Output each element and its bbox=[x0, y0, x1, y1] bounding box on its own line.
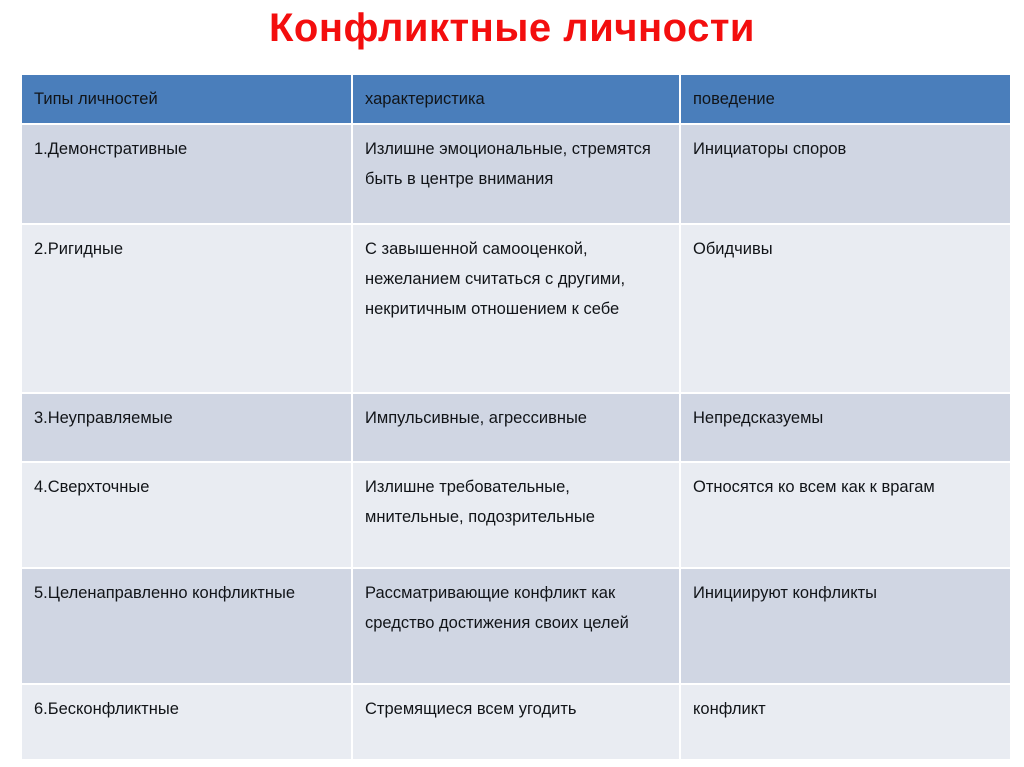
cell-behavior: конфликт bbox=[680, 684, 1010, 761]
column-header-types: Типы личностей bbox=[22, 75, 353, 125]
conflict-personalities-table-wrapper: Типы личностей характеристика поведение … bbox=[22, 75, 1010, 761]
cell-characteristic: Стремящиеся всем угодить bbox=[352, 684, 681, 761]
cell-text: 1.Демонстративные bbox=[34, 140, 188, 158]
cell-characteristic: Излишне эмоциональные, стремятся быть в … bbox=[352, 124, 681, 225]
cell-text: Инициаторы споров bbox=[693, 140, 847, 158]
cell-behavior: Инициаторы споров bbox=[680, 124, 1010, 225]
cell-text: Рассматривающие конфликт как средство до… bbox=[365, 584, 629, 632]
table-row: 1.Демонстративные Излишне эмоциональные,… bbox=[22, 124, 1010, 225]
cell-type: 4.Сверхточные bbox=[22, 462, 353, 569]
cell-text: Относятся ко всем как к врагам bbox=[693, 478, 935, 496]
cell-text: Стремящиеся всем угодить bbox=[365, 700, 577, 718]
cell-text: Излишне эмоциональные, стремятся быть в … bbox=[365, 140, 651, 188]
cell-behavior: Относятся ко всем как к врагам bbox=[680, 462, 1010, 569]
table-row: 4.Сверхточные Излишне требовательные, мн… bbox=[22, 462, 1010, 569]
cell-behavior: Обидчивы bbox=[680, 224, 1010, 394]
cell-text: Непредсказуемы bbox=[693, 409, 824, 427]
table-row: 6.Бесконфликтные Стремящиеся всем угодит… bbox=[22, 684, 1010, 761]
cell-type: 6.Бесконфликтные bbox=[22, 684, 353, 761]
cell-text: 3.Неуправляемые bbox=[34, 409, 173, 427]
cell-text: Инициируют конфликты bbox=[693, 584, 878, 602]
cell-text: С завышенной самооценкой, нежеланием счи… bbox=[365, 240, 626, 318]
cell-text: Импульсивные, агрессивные bbox=[365, 409, 587, 427]
table-row: 2.Ригидные С завышенной самооценкой, неж… bbox=[22, 224, 1010, 394]
cell-characteristic: Излишне требовательные, мнительные, подо… bbox=[352, 462, 681, 569]
table-row: 5.Целенаправленно конфликтные Рассматрив… bbox=[22, 568, 1010, 685]
cell-text: 4.Сверхточные bbox=[34, 478, 150, 496]
cell-text: 5.Целенаправленно конфликтные bbox=[34, 584, 296, 602]
page-title: Конфликтные личности bbox=[268, 6, 755, 50]
cell-text: Обидчивы bbox=[693, 240, 773, 258]
cell-text: Излишне требовательные, мнительные, подо… bbox=[365, 478, 595, 526]
cell-text: конфликт bbox=[693, 700, 766, 718]
cell-text: 2.Ригидные bbox=[34, 240, 123, 258]
table-header-row: Типы личностей характеристика поведение bbox=[22, 75, 1010, 125]
cell-characteristic: Импульсивные, агрессивные bbox=[352, 393, 681, 463]
cell-text: 6.Бесконфликтные bbox=[34, 700, 179, 718]
conflict-personalities-table: Типы личностей характеристика поведение … bbox=[22, 75, 1010, 761]
table-row: 3.Неуправляемые Импульсивные, агрессивны… bbox=[22, 393, 1010, 463]
cell-type: 3.Неуправляемые bbox=[22, 393, 353, 463]
cell-behavior: Непредсказуемы bbox=[680, 393, 1010, 463]
cell-characteristic: С завышенной самооценкой, нежеланием счи… bbox=[352, 224, 681, 394]
cell-type: 1.Демонстративные bbox=[22, 124, 353, 225]
column-header-characteristic: характеристика bbox=[352, 75, 681, 125]
column-header-behavior: поведение bbox=[680, 75, 1010, 125]
table-body: 1.Демонстративные Излишне эмоциональные,… bbox=[22, 124, 1010, 761]
table-header: Типы личностей характеристика поведение bbox=[22, 75, 1010, 125]
cell-characteristic: Рассматривающие конфликт как средство до… bbox=[352, 568, 681, 685]
cell-type: 2.Ригидные bbox=[22, 224, 353, 394]
cell-behavior: Инициируют конфликты bbox=[680, 568, 1010, 685]
cell-type: 5.Целенаправленно конфликтные bbox=[22, 568, 353, 685]
